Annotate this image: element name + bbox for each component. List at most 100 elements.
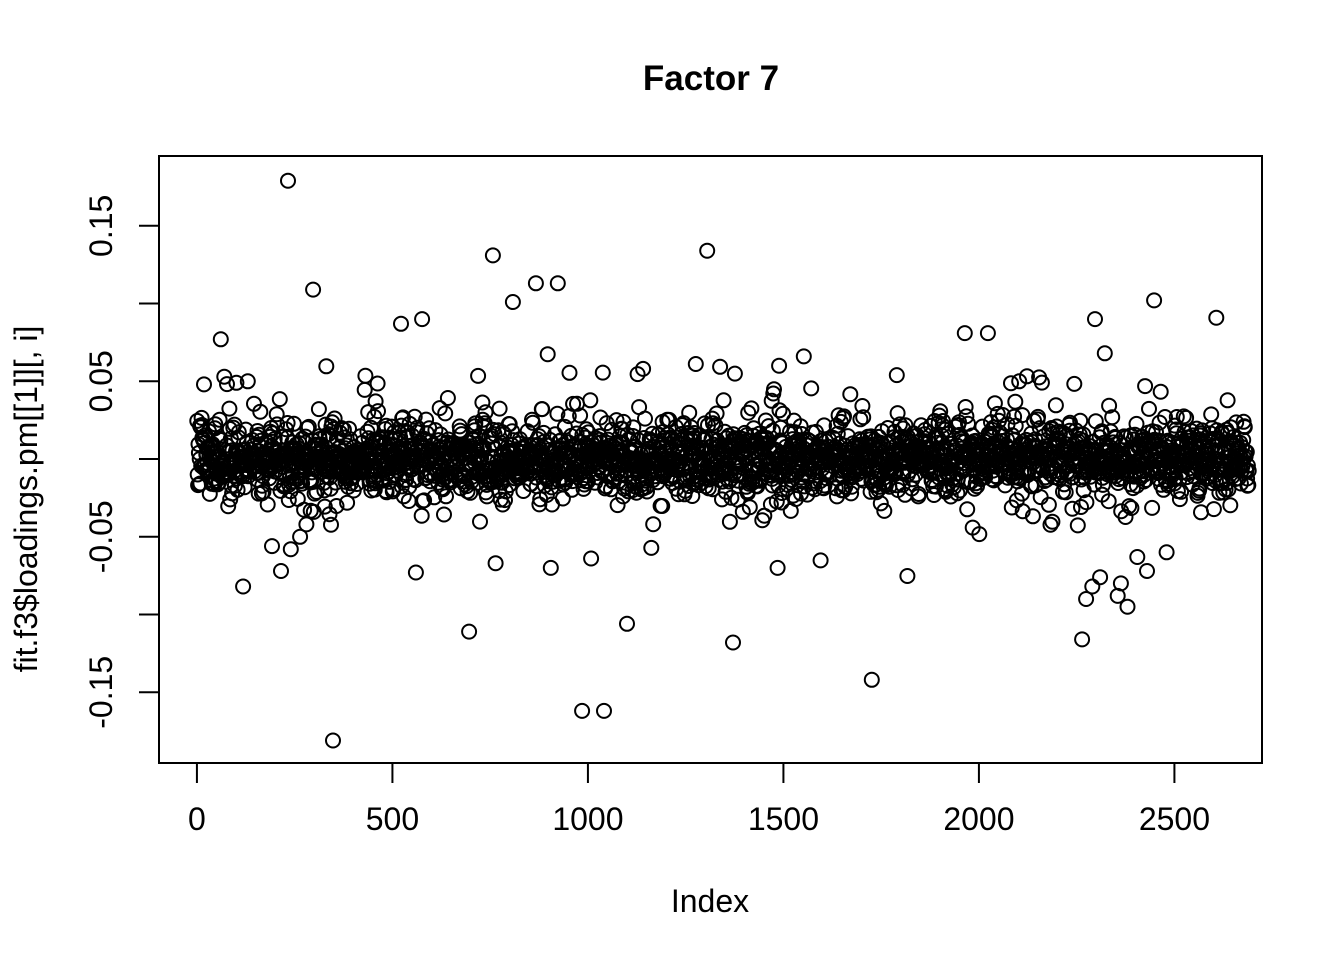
data-point	[619, 615, 635, 632]
data-point	[1011, 373, 1028, 390]
data-point	[582, 392, 599, 409]
data-point	[1128, 415, 1145, 432]
data-point	[201, 485, 218, 502]
data-point	[1158, 544, 1175, 561]
data-point	[1032, 489, 1049, 506]
data-point	[1234, 439, 1251, 456]
x-axis: 0 500 1000 1500 2000 2500	[188, 763, 1210, 837]
data-point	[264, 538, 280, 555]
data-point	[1040, 496, 1057, 513]
data-point	[1119, 598, 1136, 615]
data-point	[1151, 414, 1168, 431]
data-point	[1152, 383, 1169, 400]
data-point	[477, 404, 494, 421]
data-point	[229, 481, 246, 498]
data-point	[318, 358, 335, 375]
data-point	[212, 331, 229, 348]
data-point	[829, 425, 846, 442]
data-point	[1228, 414, 1245, 431]
data-point	[472, 513, 488, 530]
data-point	[395, 488, 412, 505]
data-point	[292, 528, 309, 545]
data-point	[1033, 374, 1050, 391]
data-point	[219, 376, 235, 393]
data-point	[1093, 423, 1110, 440]
data-point	[812, 552, 829, 569]
data-point	[414, 311, 431, 328]
data-point	[323, 516, 339, 533]
data-point	[635, 360, 652, 377]
data-point	[1069, 517, 1086, 534]
data-point	[369, 375, 386, 392]
data-point	[855, 409, 872, 426]
data-point	[1100, 493, 1117, 510]
data-point	[1101, 397, 1118, 414]
data-points-layer	[189, 172, 1257, 749]
data-point	[725, 634, 741, 651]
data-point	[888, 367, 905, 384]
data-point	[816, 417, 833, 434]
data-point	[899, 568, 916, 584]
x-tick-label: 0	[188, 801, 206, 837]
data-point	[487, 555, 504, 572]
data-point	[207, 416, 224, 433]
data-point	[1129, 549, 1146, 565]
data-point	[971, 526, 988, 543]
data-point	[721, 513, 738, 530]
data-point	[1141, 400, 1157, 417]
data-point	[723, 489, 740, 506]
data-point	[766, 381, 782, 398]
data-point	[320, 426, 337, 443]
data-point	[705, 415, 721, 432]
data-point	[1171, 491, 1188, 508]
data-point	[235, 578, 252, 595]
data-point	[534, 401, 551, 418]
data-point	[357, 367, 374, 384]
data-point	[431, 400, 448, 417]
data-point	[370, 403, 386, 420]
data-point	[1031, 420, 1048, 437]
data-point	[1064, 500, 1081, 517]
data-point	[1123, 500, 1140, 516]
data-point	[561, 364, 578, 381]
data-point	[986, 395, 1003, 412]
y-axis-title: fit.f3$loadings.pm[[1]][, i]	[8, 326, 44, 673]
data-point	[568, 425, 585, 442]
data-point	[356, 381, 373, 398]
x-tick-label: 2000	[943, 801, 1014, 837]
data-point	[637, 410, 653, 427]
x-tick-label: 1500	[748, 801, 819, 837]
data-point	[462, 484, 479, 501]
data-point	[416, 492, 433, 509]
data-point	[439, 390, 456, 406]
data-point	[367, 393, 384, 410]
data-point	[1007, 393, 1024, 410]
data-point	[712, 358, 729, 375]
data-point	[413, 507, 430, 524]
data-point	[1175, 408, 1192, 425]
data-point	[1084, 578, 1101, 595]
data-point	[1112, 575, 1129, 592]
data-point	[252, 403, 269, 420]
y-axis: 0.15 0.05 -0.05 -0.15	[83, 195, 159, 729]
data-point	[474, 394, 491, 411]
data-point	[554, 490, 571, 507]
chart-title: Factor 7	[643, 59, 779, 98]
data-point	[1121, 498, 1138, 515]
data-point	[609, 497, 626, 514]
data-point	[549, 275, 566, 292]
data-point	[1024, 508, 1041, 525]
data-point	[230, 424, 247, 441]
data-point	[1240, 462, 1257, 479]
data-point	[298, 516, 315, 533]
data-point	[1030, 408, 1046, 425]
data-point	[306, 485, 323, 502]
data-point	[437, 405, 454, 422]
data-point	[1019, 368, 1035, 385]
data-point	[891, 416, 908, 433]
data-point	[539, 346, 556, 363]
data-point	[259, 496, 276, 513]
data-point	[806, 481, 823, 498]
